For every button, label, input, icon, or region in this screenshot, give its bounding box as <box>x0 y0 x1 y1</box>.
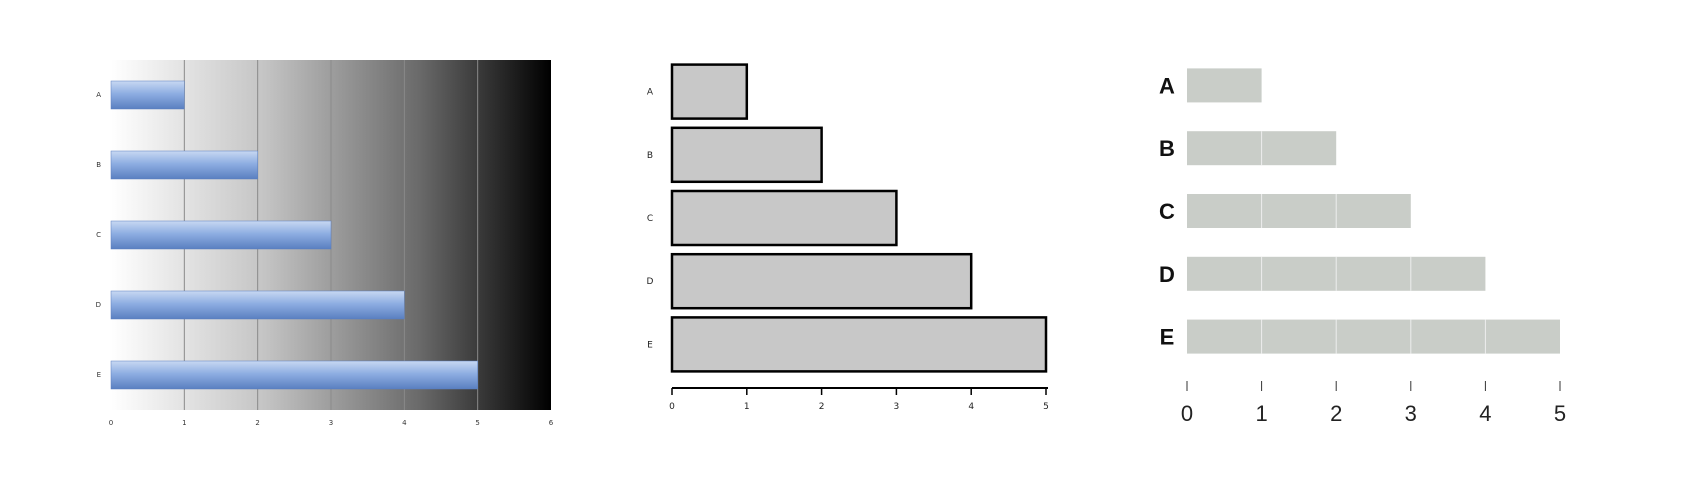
chart-1-category-label: E <box>97 371 101 379</box>
chart-1-x-tick-label: 2 <box>255 419 259 427</box>
chart-1-x-tick-label: 6 <box>549 419 554 427</box>
chart-3-category-label: A <box>1159 73 1175 98</box>
chart-2-category-label: E <box>647 340 653 350</box>
chart-1: A B C D E 0 1 2 3 4 5 6 <box>96 60 554 427</box>
chart-1-category-label: D <box>96 301 101 309</box>
chart-1-x-tick-label: 4 <box>402 419 407 427</box>
chart-2-category-label: C <box>647 214 653 224</box>
chart-1-bar <box>110 220 332 250</box>
chart-3-category-label: B <box>1159 136 1175 161</box>
chart-2-bar <box>670 316 1048 373</box>
chart-3-bar <box>1187 68 1262 103</box>
chart-2-bar <box>670 252 973 310</box>
chart-1-category-label: C <box>96 231 101 239</box>
chart-3-x-tick-label: 3 <box>1405 401 1417 426</box>
chart-2-x-tick-label: 0 <box>669 402 675 412</box>
chart-3-x-tick-label: 1 <box>1255 401 1267 426</box>
chart-3: A B C D E 0 1 2 3 4 5 <box>1159 68 1566 426</box>
chart-3-bar <box>1187 194 1411 228</box>
chart-3-category-label: D <box>1159 262 1175 287</box>
chart-1-category-label: A <box>96 91 101 99</box>
chart-1-x-tick-label: 0 <box>109 419 113 427</box>
chart-1-bar <box>110 80 185 110</box>
chart-3-x-tick-label: 0 <box>1181 401 1193 426</box>
chart-1-bar <box>110 290 405 320</box>
chart-2-category-label: B <box>647 151 653 161</box>
chart-3-x-tick-label: 4 <box>1479 401 1491 426</box>
chart-2: A B C D E 0 1 2 3 4 5 <box>647 63 1049 412</box>
chart-2-x-tick-label: 2 <box>819 402 825 412</box>
chart-3-category-label: C <box>1159 199 1175 224</box>
chart-1-bar <box>110 150 258 180</box>
chart-1-category-label: B <box>96 161 101 169</box>
chart-2-x-tick-label: 1 <box>744 402 750 412</box>
chart-2-x-tick-label: 5 <box>1043 402 1049 412</box>
chart-3-bar <box>1187 319 1560 354</box>
chart-2-bar <box>670 63 749 120</box>
chart-2-x-tick-label: 3 <box>894 402 900 412</box>
chart-1-bar <box>110 360 478 390</box>
chart-2-bar <box>670 126 823 184</box>
chart-1-x-tick-label: 5 <box>475 419 479 427</box>
chart-3-x-tick-label: 5 <box>1554 401 1566 426</box>
chart-2-category-label: A <box>647 88 654 98</box>
chart-2-category-label: D <box>647 277 654 287</box>
chart-2-x-tick-label: 4 <box>968 402 974 412</box>
chart-3-category-label: E <box>1160 325 1175 350</box>
chart-2-bar <box>670 189 898 247</box>
chart-3-x-tick-label: 2 <box>1330 401 1342 426</box>
chart-1-x-tick-label: 1 <box>182 419 186 427</box>
chart-1-x-tick-label: 3 <box>329 419 333 427</box>
